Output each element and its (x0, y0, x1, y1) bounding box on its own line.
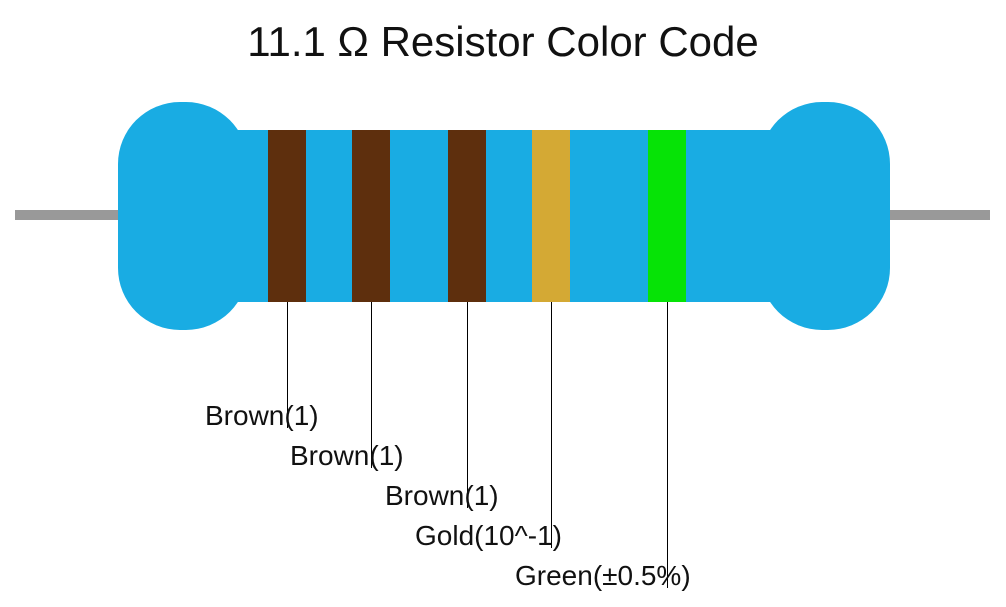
label-digit1: Brown(1) (205, 400, 319, 432)
band-multiplier (532, 130, 570, 302)
band-digit3 (448, 130, 486, 302)
label-digit3: Brown(1) (385, 480, 499, 512)
label-tolerance: Green(±0.5%) (515, 560, 691, 592)
label-digit2: Brown(1) (290, 440, 404, 472)
diagram-title: 11.1 Ω Resistor Color Code (0, 18, 1006, 66)
label-multiplier: Gold(10^-1) (415, 520, 562, 552)
leader-digit3 (467, 302, 468, 508)
leader-multiplier (551, 302, 552, 548)
resistor-diagram: 11.1 Ω Resistor Color Code Brown(1) Brown… (0, 0, 1006, 607)
band-digit1 (268, 130, 306, 302)
band-digit2 (352, 130, 390, 302)
band-tolerance (648, 130, 686, 302)
leader-tolerance (667, 302, 668, 588)
